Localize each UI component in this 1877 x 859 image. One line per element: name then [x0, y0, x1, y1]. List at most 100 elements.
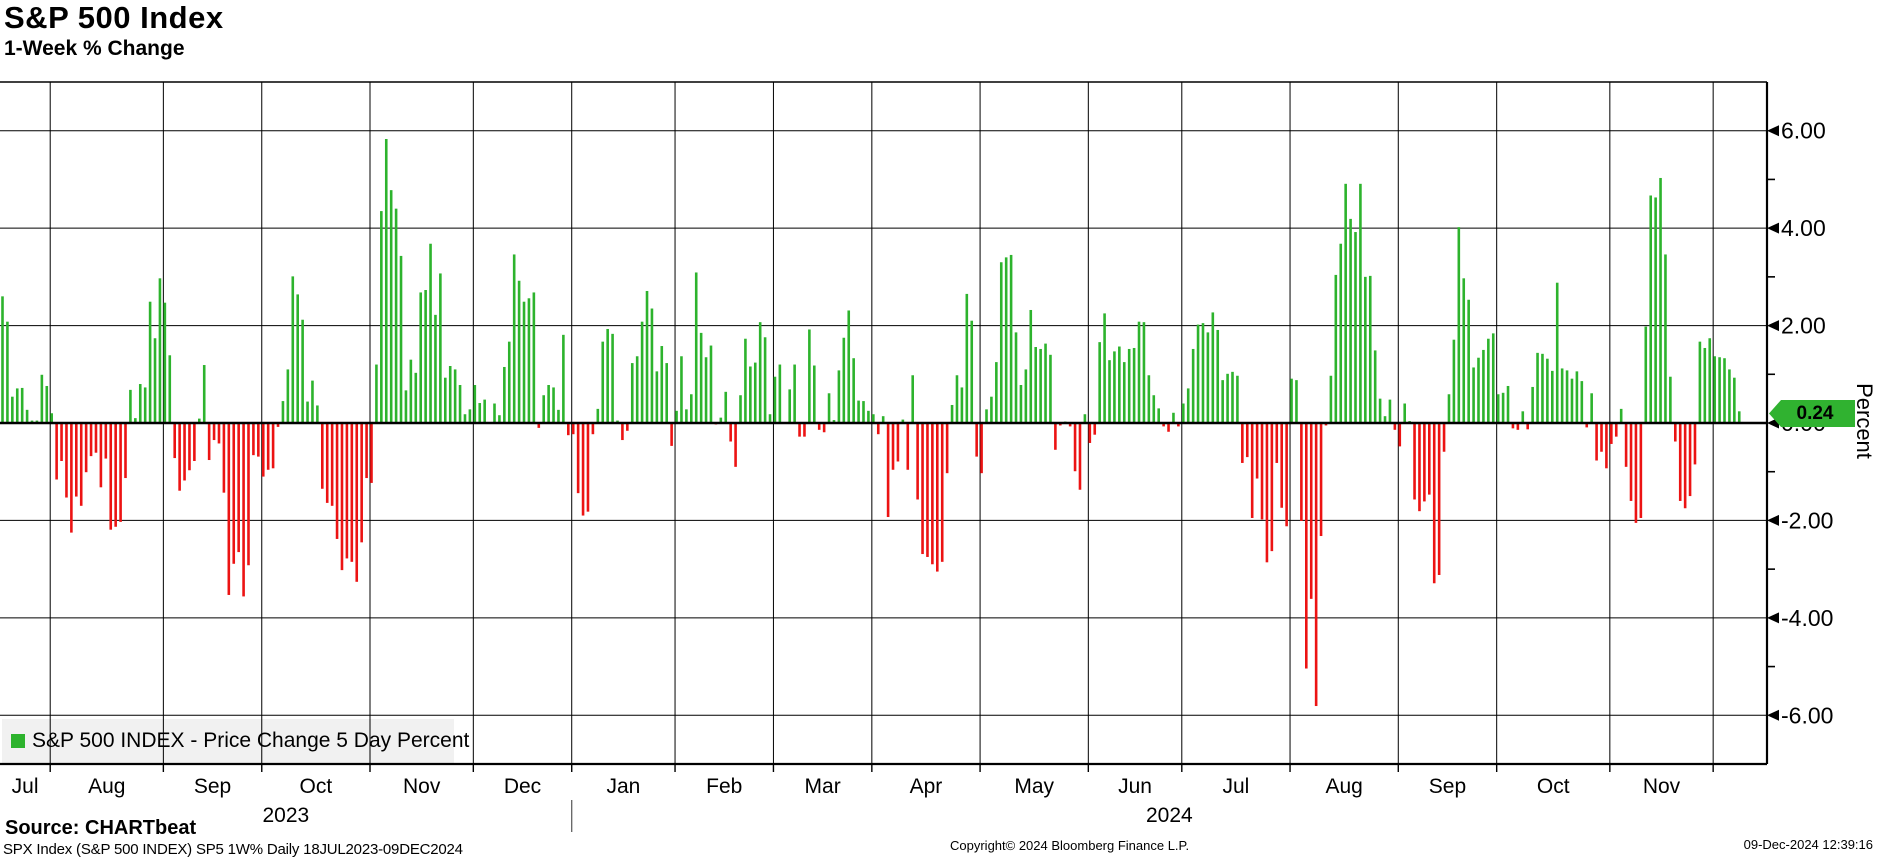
bar: [596, 408, 600, 423]
bar: [1236, 375, 1239, 423]
bar: [1506, 385, 1510, 423]
bar: [1688, 423, 1692, 497]
bar: [1275, 423, 1279, 463]
svg-text:Aug: Aug: [1325, 775, 1362, 798]
bar: [670, 423, 673, 446]
bar: [719, 417, 723, 423]
bar: [242, 423, 245, 597]
bar: [1368, 275, 1372, 423]
bar: [1147, 375, 1151, 423]
bar: [252, 423, 255, 456]
bar: [237, 423, 240, 553]
bar: [1059, 423, 1062, 426]
bar: [75, 423, 78, 497]
bar: [862, 401, 865, 423]
bar: [945, 423, 949, 474]
bar: [207, 423, 211, 461]
bar: [158, 278, 162, 423]
bar: [271, 423, 275, 469]
bar: [808, 329, 811, 423]
bar: [217, 423, 221, 444]
bar: [478, 403, 482, 423]
bar: [852, 358, 855, 423]
bar: [222, 423, 226, 493]
bar: [1482, 349, 1485, 423]
page-title: S&P 500 Index: [4, 0, 224, 35]
bar: [84, 423, 88, 473]
bar: [1186, 388, 1190, 423]
bar: [936, 423, 939, 572]
bar: [1305, 423, 1308, 669]
bar: [325, 423, 329, 503]
bar: [188, 423, 191, 471]
bar: [576, 423, 580, 494]
bar: [1447, 394, 1451, 423]
bar: [1285, 423, 1288, 527]
bar: [960, 387, 964, 423]
source-text: Source: CHARTbeat: [5, 817, 197, 839]
bar: [193, 423, 196, 461]
bar: [1324, 423, 1328, 426]
bar: [340, 423, 344, 571]
bar: [950, 404, 954, 423]
bar: [153, 338, 157, 423]
bar: [202, 365, 206, 423]
bar: [1654, 197, 1657, 423]
bar: [1733, 377, 1736, 423]
bar: [281, 401, 285, 423]
bar: [704, 357, 708, 423]
bar: [931, 423, 934, 565]
bar: [350, 423, 354, 562]
bar: [20, 387, 24, 423]
bar: [1044, 343, 1047, 423]
bar: [591, 423, 595, 435]
bar: [965, 293, 969, 423]
bar: [1442, 423, 1446, 452]
bar: [25, 409, 29, 423]
bar: [645, 290, 649, 423]
bar: [1255, 423, 1259, 479]
bar: [660, 346, 664, 423]
bar: [995, 362, 998, 423]
bar: [1221, 380, 1224, 423]
bar: [1078, 423, 1082, 490]
svg-text:6.00: 6.00: [1781, 118, 1826, 144]
bar: [586, 423, 590, 512]
bar: [675, 410, 678, 423]
bar: [581, 423, 585, 516]
bar: [384, 138, 388, 423]
bar: [1270, 423, 1274, 552]
chart-subtitle: 1-Week % Change: [4, 37, 185, 60]
bar: [335, 423, 339, 539]
bar: [640, 321, 644, 423]
svg-text:Jul: Jul: [1222, 775, 1249, 798]
bar: [911, 375, 914, 423]
bar: [1132, 347, 1136, 423]
bar: [1713, 356, 1716, 423]
bar: [1703, 347, 1707, 423]
bar: [970, 320, 974, 423]
bar: [1398, 423, 1402, 447]
bar: [1496, 394, 1500, 423]
bar: [507, 341, 511, 423]
bar: [1009, 254, 1013, 423]
bar: [448, 366, 452, 423]
bar: [458, 385, 462, 423]
svg-text:Mar: Mar: [805, 775, 841, 798]
bar: [1526, 423, 1529, 430]
bar: [1113, 351, 1116, 423]
bar: [1196, 324, 1200, 423]
bar: [1491, 333, 1495, 423]
bar: [1605, 423, 1608, 469]
bar: [1728, 369, 1731, 423]
bar: [1629, 423, 1633, 501]
bar: [1521, 411, 1525, 423]
bar: [567, 423, 570, 436]
bar: [832, 420, 836, 423]
bar: [1319, 423, 1323, 537]
legend[interactable]: S&P 500 INDEX - Price Change 5 Day Perce…: [2, 719, 469, 763]
bar: [655, 371, 659, 423]
bar: [724, 391, 728, 423]
bar: [1004, 257, 1008, 423]
